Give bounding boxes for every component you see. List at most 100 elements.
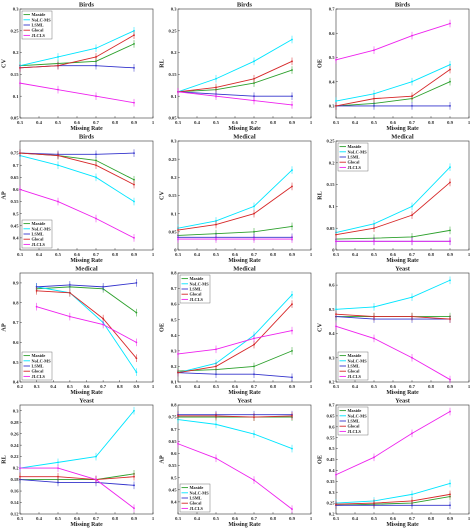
y-tick-label: 0.3 — [171, 348, 177, 353]
data-point-glocal — [215, 365, 217, 368]
data-point-jlcls — [373, 49, 375, 52]
chart-svg-7: Medical 0.2 0.3 0.4 0.5 0.6 0.7 0.8 0.9 1 0.4 0.5 0.… — [1, 266, 155, 397]
x-tick-label: 0.5 — [213, 384, 219, 389]
data-point-jlcls — [291, 104, 293, 106]
series-line-glocal — [335, 493, 451, 505]
legend-label-glocal: Glocal — [348, 424, 361, 429]
chart-title: Yeast — [395, 398, 411, 405]
data-point-glocal — [57, 64, 59, 67]
y-tick-label: 0.14 — [10, 500, 19, 505]
series-line-lsml — [19, 479, 135, 486]
data-point-lsml — [133, 484, 135, 487]
x-tick-label: 0.6 — [390, 516, 396, 521]
series-line-lsml — [19, 152, 135, 155]
y-axis-label: CV — [159, 191, 166, 200]
y-tick-label: 0.7 — [171, 427, 177, 432]
data-point-jlcls — [373, 337, 375, 340]
data-point-lsml — [35, 285, 38, 288]
x-tick-label: 0.6 — [74, 516, 80, 521]
x-tick-label: 0.8 — [112, 516, 118, 521]
legend-label-nolc-ms: NoLC-MS — [348, 149, 368, 154]
x-tick-label: 0.4 — [50, 384, 56, 389]
data-point-lsml — [373, 104, 375, 107]
x-tick-label: 1 — [310, 252, 313, 257]
x-tick-label: 0.5 — [55, 252, 61, 257]
x-axis-label: Missing Rate — [228, 258, 261, 264]
x-tick-label: 0.9 — [131, 516, 137, 521]
legend-label-lsml: LSML — [190, 496, 202, 501]
data-point-jlcls — [373, 456, 375, 459]
y-tick-label: 0.7 — [329, 403, 335, 408]
data-point-jlcls — [133, 507, 135, 510]
y-tick-label: 0.2 — [329, 380, 335, 385]
series-line-maxide — [335, 496, 451, 506]
data-point-nolc-ms — [449, 482, 451, 485]
data-point-glocal — [335, 104, 337, 107]
x-axis-label: Missing Rate — [70, 258, 103, 264]
data-point-nolc-ms — [449, 63, 451, 66]
data-point-maxide — [291, 225, 293, 228]
x-axis-label: Missing Rate — [228, 522, 261, 528]
x-axis-label: Missing Rate — [386, 258, 419, 264]
x-axis-label: Missing Rate — [228, 126, 261, 132]
data-point-glocal — [373, 502, 375, 504]
x-tick-label: 0.5 — [213, 252, 219, 257]
y-tick-label: 0.18 — [10, 477, 19, 482]
chart-title: Medical — [75, 266, 98, 273]
chart-panel-8: Medical 0.3 0.4 0.5 0.6 0.7 0.8 0.9 1 0.1 0.2 0.3 0.… — [158, 264, 316, 397]
data-point-glocal — [19, 66, 21, 69]
data-point-jlcls — [335, 325, 337, 328]
data-point-glocal — [291, 60, 293, 63]
data-point-glocal — [335, 233, 337, 236]
series-line-nolc-ms — [19, 155, 135, 202]
series-line-maxide — [335, 81, 451, 107]
legend-label-maxide: Maxide — [348, 144, 362, 149]
data-point-glocal — [449, 493, 451, 496]
chart-panel-7: Medical 0.2 0.3 0.4 0.5 0.6 0.7 0.8 0.9 1 0.4 0.5 0.… — [0, 264, 158, 397]
data-point-glocal — [133, 183, 135, 186]
y-tick-label: 0.15 — [326, 182, 335, 187]
y-axis-label: RL — [1, 455, 8, 464]
data-point-nolc-ms — [57, 461, 59, 464]
y-tick-label: 0.4 — [329, 468, 335, 473]
legend-label-lsml: LSML — [32, 232, 44, 237]
x-tick-label: 0.4 — [352, 120, 358, 125]
data-point-nolc-ms — [253, 205, 255, 208]
series-line-nolc-ms — [335, 64, 451, 102]
y-tick-label: 0.25 — [10, 28, 19, 33]
data-point-jlcls — [449, 22, 451, 25]
y-tick-label: 0.65 — [326, 414, 335, 419]
y-tick-label: 0.5 — [171, 475, 177, 480]
data-point-glocal — [291, 185, 293, 188]
data-point-jlcls — [177, 90, 179, 93]
x-tick-label: 0.4 — [352, 516, 358, 521]
x-tick-label: 0.6 — [232, 252, 238, 257]
y-tick-label: 0.6 — [329, 31, 335, 36]
x-tick-label: 0.4 — [36, 252, 42, 257]
y-tick-label: 0.28 — [10, 420, 19, 425]
data-point-glocal — [215, 415, 217, 417]
data-point-lsml — [68, 283, 71, 286]
x-tick-label: 1 — [152, 252, 155, 257]
data-point-jlcls — [411, 432, 413, 435]
x-tick-label: 0.5 — [55, 120, 61, 125]
x-tick-label: 0.3 — [34, 384, 40, 389]
data-point-jlcls — [57, 200, 59, 203]
x-tick-label: 0.7 — [409, 252, 415, 257]
y-tick-label: 0.4 — [13, 235, 19, 240]
y-tick-label: 0.55 — [326, 435, 335, 440]
x-tick-label: 0.4 — [352, 384, 358, 389]
data-point-glocal — [133, 475, 135, 478]
series-line-lsml — [335, 316, 450, 320]
data-point-jlcls — [177, 353, 179, 355]
y-tick-label: 0.8 — [171, 403, 177, 408]
series-line-nolc-ms — [177, 39, 293, 93]
chart-panel-9: Yeast 0.3 0.4 0.5 0.6 0.7 0.8 0.9 1 0.2 0.3 0.4 0.5 0… — [316, 264, 474, 397]
data-point-jlcls — [215, 238, 217, 240]
data-point-jlcls — [335, 58, 337, 61]
x-tick-label: 1 — [468, 516, 471, 521]
data-point-glocal — [449, 318, 451, 320]
chart-svg-10: Yeast 0.3 0.4 0.5 0.6 0.7 0.8 0.9 1 0.12 0.14 0.16 0… — [1, 398, 155, 528]
data-point-lsml — [411, 504, 413, 507]
